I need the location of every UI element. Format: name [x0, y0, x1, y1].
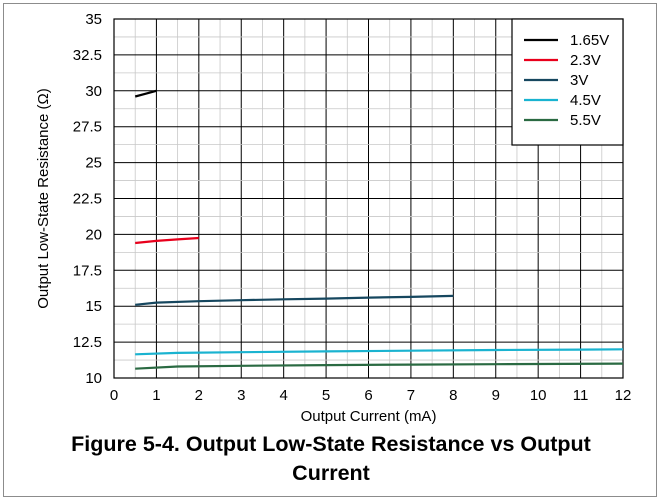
figure-caption-line-1: Figure 5-4. Output Low-State Resistance …: [71, 432, 591, 456]
y-tick-label: 32.5: [73, 47, 102, 64]
y-tick-label: 15: [85, 298, 102, 315]
y-tick-label: 35: [85, 11, 102, 28]
y-axis-label: Output Low-State Resistance (Ω): [35, 88, 52, 308]
series-line-5-5v: [135, 362, 624, 370]
legend-label: 4.5V: [570, 92, 601, 109]
series-line-4-5v: [135, 348, 624, 356]
y-tick-label: 12.5: [73, 334, 102, 351]
x-tick-label: 7: [407, 387, 415, 404]
x-tick-label: 2: [195, 387, 203, 404]
x-tick-label: 10: [530, 387, 547, 404]
x-tick-label: 4: [279, 387, 287, 404]
y-tick-label: 10: [85, 370, 102, 387]
series-line-3v: [135, 294, 454, 306]
legend-label: 3V: [570, 72, 588, 89]
y-tick-label: 17.5: [73, 262, 102, 279]
y-tick-label: 22.5: [73, 191, 102, 208]
legend-label: 2.3V: [570, 52, 601, 69]
x-tick-label: 5: [322, 387, 330, 404]
y-tick-label: 30: [85, 83, 102, 100]
x-tick-label: 9: [492, 387, 500, 404]
x-tick-label: 12: [615, 387, 632, 404]
x-axis-label: Output Current (mA): [301, 408, 437, 425]
series-line-2-3v: [135, 236, 199, 245]
y-tick-label: 25: [85, 155, 102, 172]
legend-label: 5.5V: [570, 112, 601, 129]
y-tick-label: 20: [85, 226, 102, 243]
x-tick-label: 1: [152, 387, 160, 404]
figure-frame: [3, 3, 657, 497]
x-tick-label: 6: [364, 387, 372, 404]
series-line-1-65v: [134, 89, 157, 98]
figure-caption-line-2: Current: [292, 461, 370, 485]
line-chart: 0 1 2 3 4 5 6 7 8 9 10 11 121012.51517.52022.52527.5…: [35, 11, 632, 425]
plot-area-border: [113, 18, 624, 379]
x-tick-label: 8: [449, 387, 457, 404]
x-tick-label: 11: [573, 387, 589, 404]
y-tick-label: 27.5: [73, 119, 102, 136]
x-tick-label: 3: [237, 387, 245, 404]
figure-caption: Figure 5-4. Output Low-State Resistance …: [8, 430, 654, 488]
legend-label: 1.65V: [570, 32, 609, 49]
x-tick-label: 0: [110, 387, 118, 404]
